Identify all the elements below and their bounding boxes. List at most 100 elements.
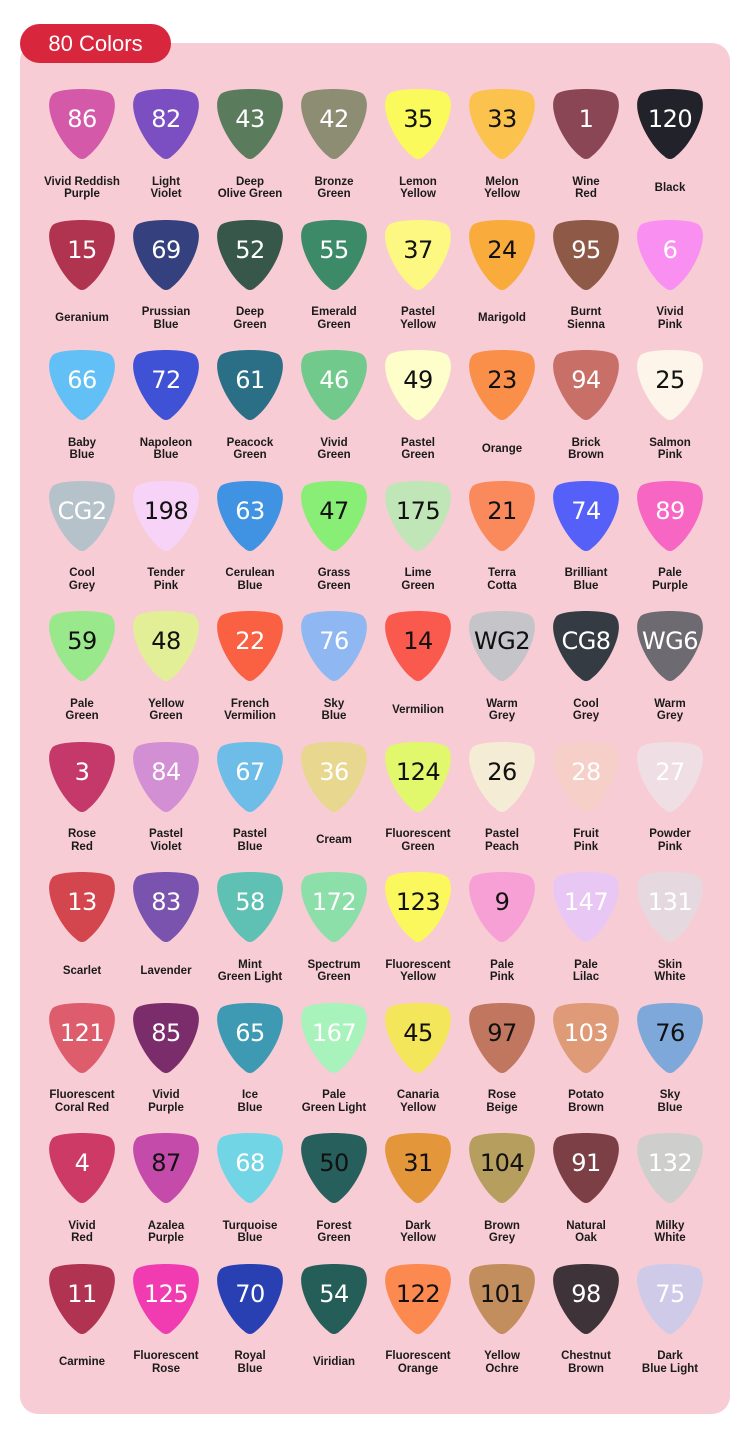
swatch-code: 86 (67, 105, 97, 133)
swatch-name: Pale Green Light (301, 1089, 367, 1114)
swatch-name: Fluorescent Coral Red (49, 1089, 115, 1114)
swatch-code: 63 (235, 496, 265, 525)
swatch-item: 59 Pale Green (40, 608, 124, 739)
color-swatch-shape: 35 (380, 86, 456, 160)
swatch-name: Potato Brown (568, 1089, 604, 1114)
swatch-code: 58 (235, 888, 265, 916)
swatch-name: Vivid Pink (656, 306, 684, 331)
swatch-code: 95 (571, 235, 601, 264)
color-swatch-shape: 175 (380, 478, 456, 552)
swatch-code: 97 (487, 1018, 517, 1047)
color-swatch-shape: 66 (44, 347, 120, 421)
swatch-code: 35 (403, 105, 433, 133)
color-swatch-shape: 48 (128, 608, 204, 682)
swatch-code: 67 (235, 757, 265, 786)
color-swatch-shape: CG2 (44, 478, 120, 552)
swatch-name: Pastel Yellow (400, 306, 436, 331)
swatch-name: Terra Cotta (487, 567, 517, 592)
swatch-item: 87 Azalea Purple (124, 1130, 208, 1261)
color-swatch-shape: 86 (44, 86, 120, 160)
swatch-item: 198 Tender Pink (124, 478, 208, 609)
swatch-item: 49 Pastel Green (376, 347, 460, 478)
swatch-item: 28 Fruit Pink (544, 739, 628, 870)
swatch-code: 125 (143, 1279, 189, 1308)
color-swatch-shape: 83 (128, 869, 204, 943)
swatch-name: Geranium (55, 312, 109, 325)
swatch-item: 76 Sky Blue (628, 1000, 712, 1131)
color-swatch-shape: 91 (548, 1130, 624, 1204)
swatch-code: 36 (319, 757, 349, 786)
swatch-name: Dark Yellow (400, 1219, 436, 1245)
swatch-item: 72 Napoleon Blue (124, 347, 208, 478)
swatch-name: Brick Brown (568, 436, 604, 462)
color-swatch-shape: 65 (212, 1000, 288, 1074)
swatch-item: 15 Geranium (40, 217, 124, 348)
swatch-code: 61 (235, 366, 265, 394)
swatch-item: 21 Terra Cotta (460, 478, 544, 609)
color-swatch-shape: 37 (380, 217, 456, 291)
swatch-code: 26 (487, 757, 517, 786)
color-swatch-shape: 69 (128, 217, 204, 291)
swatch-name: Baby Blue (67, 436, 97, 462)
swatch-name: Pastel Blue (233, 828, 267, 853)
swatch-code: 132 (647, 1149, 693, 1177)
swatch-name: Pastel Green (401, 436, 435, 462)
swatch-name: Orange (481, 442, 523, 455)
swatch-item: 47 Grass Green (292, 478, 376, 609)
swatch-item: 35 Lemon Yellow (376, 86, 460, 217)
swatch-code: 37 (403, 235, 433, 264)
swatch-item: 94 Brick Brown (544, 347, 628, 478)
color-swatch-shape: 28 (548, 739, 624, 813)
swatch-code: 131 (647, 888, 693, 916)
swatch-name: Prussian Blue (141, 306, 191, 331)
swatch-item: 103 Potato Brown (544, 1000, 628, 1131)
swatch-code: 167 (311, 1018, 357, 1047)
color-swatch-shape: 46 (296, 347, 372, 421)
swatch-name: Rose Red (67, 828, 97, 853)
swatch-code: CG2 (57, 496, 107, 525)
color-swatch-shape: 123 (380, 869, 456, 943)
swatch-code: 91 (571, 1149, 601, 1177)
swatch-name: Azalea Purple (147, 1219, 185, 1245)
color-swatch-shape: 49 (380, 347, 456, 421)
swatch-item: 167 Pale Green Light (292, 1000, 376, 1131)
swatch-code: 13 (67, 888, 97, 916)
color-swatch-shape: 68 (212, 1130, 288, 1204)
color-swatch-shape: 47 (296, 478, 372, 552)
swatch-code: 42 (319, 105, 349, 133)
color-swatch-shape: 31 (380, 1130, 456, 1204)
color-swatch-shape: 84 (128, 739, 204, 813)
swatch-code: 69 (151, 235, 181, 264)
color-swatch-shape: 59 (44, 608, 120, 682)
swatch-code: 23 (487, 366, 517, 394)
color-swatch-shape: 54 (296, 1261, 372, 1335)
swatch-item: 91 Natural Oak (544, 1130, 628, 1261)
swatch-name: Warm Grey (486, 697, 518, 723)
swatch-item: 48 Yellow Green (124, 608, 208, 739)
swatch-name: Rose Beige (486, 1089, 518, 1114)
swatch-code: 98 (571, 1279, 601, 1308)
swatch-item: 65 Ice Blue (208, 1000, 292, 1131)
swatch-name: Salmon Pink (649, 436, 691, 462)
swatch-item: 36 Cream (292, 739, 376, 870)
color-swatch-shape: 36 (296, 739, 372, 813)
swatch-code: CG8 (561, 627, 611, 655)
swatch-item: 52 Deep Green (208, 217, 292, 348)
swatch-name: Cool Grey (68, 567, 96, 592)
color-swatch-shape: 85 (128, 1000, 204, 1074)
swatch-item: 104 Brown Grey (460, 1130, 544, 1261)
color-swatch-shape: WG6 (632, 608, 708, 682)
swatch-item: 43 Deep Olive Green (208, 86, 292, 217)
color-swatch-shape: 6 (632, 217, 708, 291)
swatch-code: 43 (235, 105, 265, 133)
color-swatch-shape: 14 (380, 608, 456, 682)
swatch-code: 22 (235, 627, 265, 655)
swatch-name: Peacock Green (226, 436, 274, 462)
swatch-item: 46 Vivid Green (292, 347, 376, 478)
swatch-code: 103 (563, 1018, 609, 1047)
swatch-code: 15 (67, 235, 97, 264)
swatch-item: 175 Lime Green (376, 478, 460, 609)
color-swatch-shape: 72 (128, 347, 204, 421)
swatch-code: 82 (151, 105, 181, 133)
swatch-name: Cream (316, 834, 352, 847)
